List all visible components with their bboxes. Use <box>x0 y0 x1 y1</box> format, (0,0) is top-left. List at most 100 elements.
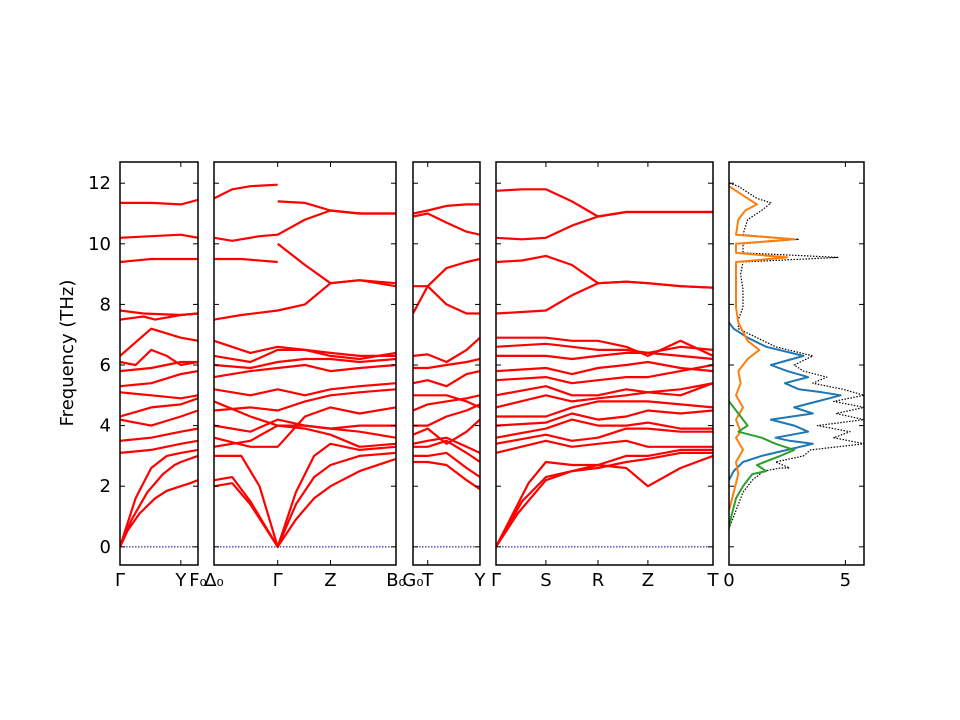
y-tick-label: 0 <box>100 537 111 558</box>
band-line <box>413 451 480 479</box>
band-line <box>413 439 480 463</box>
band-line <box>214 457 396 548</box>
band-line <box>214 339 396 361</box>
band-lines <box>496 188 713 548</box>
band-line <box>214 406 396 448</box>
y-tick-label: 12 <box>88 173 111 194</box>
dos-line <box>729 182 864 529</box>
band-line <box>120 409 198 427</box>
band-line <box>496 454 713 548</box>
dos-lines <box>729 182 864 529</box>
band-line <box>496 382 713 409</box>
dos-line <box>729 185 796 511</box>
y-tick-label: 6 <box>100 355 111 376</box>
band-line <box>120 454 198 548</box>
band-line <box>413 394 480 412</box>
band-lines <box>413 203 480 491</box>
band-line <box>120 370 198 388</box>
band-line <box>214 388 396 412</box>
x-tick-label: S <box>540 570 551 591</box>
band-line <box>120 391 198 400</box>
band-line <box>120 233 198 239</box>
y-axis-label: Frequency (THz) <box>57 280 78 427</box>
band-line <box>214 209 396 242</box>
band-line <box>496 427 713 445</box>
band-line <box>214 257 278 264</box>
band-line <box>120 198 198 206</box>
x-tick-label: Γ <box>115 570 125 591</box>
band-line <box>496 188 713 218</box>
band-line <box>214 451 396 548</box>
band-line <box>120 360 198 373</box>
band-line <box>496 439 713 454</box>
band-line <box>413 370 480 388</box>
band-line <box>413 203 480 215</box>
dos-x-tick-label: 0 <box>723 570 734 591</box>
x-tick-label: T <box>421 570 434 591</box>
panel-frame <box>495 161 714 566</box>
band-line <box>120 309 198 317</box>
band-lines <box>214 183 396 548</box>
band-line <box>496 342 713 354</box>
band-line <box>413 357 480 370</box>
y-tick-label: 8 <box>100 294 111 315</box>
band-line <box>214 363 396 379</box>
x-tick-label: Z <box>324 570 336 591</box>
band-line <box>496 363 713 385</box>
band-line <box>214 400 396 430</box>
band-line <box>496 382 713 397</box>
band-line <box>496 451 713 548</box>
band-line <box>214 424 396 448</box>
band-line <box>496 351 713 361</box>
band-line <box>413 403 480 427</box>
dos-line <box>729 400 796 529</box>
band-line <box>413 394 480 409</box>
x-tick-label: Γ <box>273 570 283 591</box>
band-line <box>120 397 198 418</box>
band-line <box>277 200 396 215</box>
band-line <box>413 418 480 445</box>
x-tick-label: B₀ <box>386 570 406 591</box>
band-line <box>496 336 713 357</box>
band-panel-1: Γ Y F₀ <box>115 161 207 591</box>
band-line <box>214 382 396 397</box>
band-lines <box>120 198 198 548</box>
panel-frame <box>119 161 199 566</box>
band-line <box>496 418 713 439</box>
band-line <box>496 254 713 289</box>
dos-x-tick-label: 5 <box>840 570 851 591</box>
band-line <box>496 400 713 418</box>
x-tick-label: Y <box>474 570 487 591</box>
band-line <box>214 357 396 370</box>
dos-line <box>729 321 842 481</box>
band-line <box>413 336 480 364</box>
band-line <box>120 439 198 454</box>
band-line <box>413 460 480 491</box>
band-line <box>214 183 278 200</box>
x-tick-label: G₀ <box>402 570 423 591</box>
band-line <box>120 448 198 548</box>
y-tick-label: 2 <box>100 476 111 497</box>
y-tick-labels: 0 2 4 6 8 10 12 <box>88 173 111 558</box>
band-line <box>413 436 480 454</box>
band-line <box>413 212 480 236</box>
x-tick-label: Γ <box>491 570 501 591</box>
y-tick-label: 4 <box>100 416 111 437</box>
x-tick-label: R <box>592 570 605 591</box>
x-tick-label: Δ₀ <box>204 570 224 591</box>
band-line <box>214 442 396 548</box>
band-line <box>214 279 396 321</box>
band-line <box>120 479 198 548</box>
band-panel-3: G₀T Y <box>402 161 487 591</box>
band-line <box>413 285 480 315</box>
band-line <box>120 348 198 367</box>
band-line <box>120 327 198 357</box>
band-line <box>413 257 480 315</box>
x-tick-label: F₀ <box>189 570 207 591</box>
band-line <box>120 427 198 442</box>
y-tick-label: 10 <box>88 234 111 255</box>
